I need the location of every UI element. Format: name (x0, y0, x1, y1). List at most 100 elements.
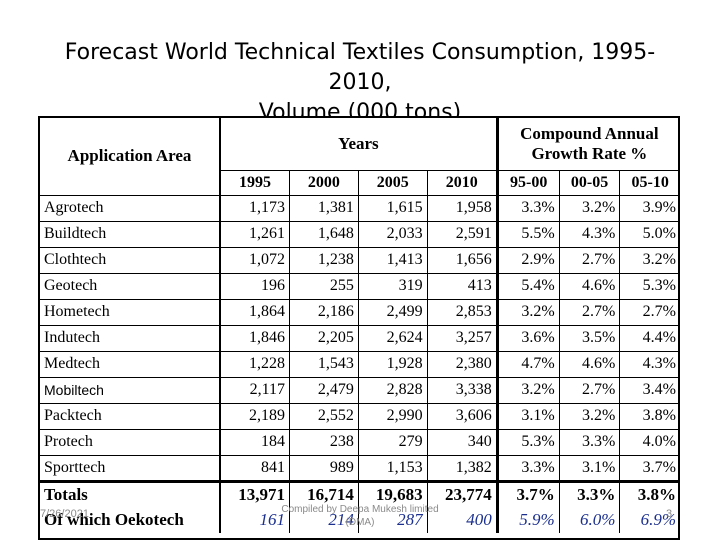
growth-rate-cell: 2.7% (558, 298, 620, 325)
table-row: Buildtech 1,261 1,648 2,033 2,591 5.5% 4.3% 5.0… (40, 220, 678, 247)
growth-rate-cell: 5.5% (495, 220, 560, 247)
volume-cell: 2,380 (426, 350, 498, 377)
growth-rate-cell: 3.9% (619, 194, 678, 221)
growth-rate-cell: 3.3% (495, 454, 560, 481)
table-row: Medtech 1,228 1,543 1,928 2,380 4.7% 4.6% 4.3% (40, 350, 678, 377)
table-row: Indutech 1,846 2,205 2,624 3,257 3.6% 3.5% 4.4% (40, 324, 678, 351)
volume-cell: 989 (288, 454, 359, 481)
growth-rate-cell: 3.8% (619, 479, 678, 507)
volume-cell: 2,552 (288, 402, 359, 429)
table-row: Sporttech 841 989 1,153 1,382 3.3% 3.1% 3.7% (40, 454, 678, 481)
header-cagr-line-1: Compound Annual (520, 123, 659, 143)
volume-cell: 2,189 (220, 402, 290, 429)
volume-cell: 1,173 (220, 194, 290, 221)
growth-rate-cell: 3.7% (495, 479, 560, 507)
volume-cell: 2,479 (288, 376, 359, 403)
volume-cell: 2,033 (357, 220, 428, 247)
volume-cell: 2,990 (357, 402, 428, 429)
volume-cell: 2,205 (288, 324, 359, 351)
rate-column-header: 05-10 (619, 169, 678, 195)
growth-rate-cell: 4.4% (619, 324, 678, 351)
volume-cell: 413 (426, 272, 498, 299)
growth-rate-cell: 5.0% (619, 220, 678, 247)
volume-cell: 1,543 (288, 350, 359, 377)
growth-rate-cell: 3.2% (558, 402, 620, 429)
volume-cell: 2,591 (426, 220, 498, 247)
table-grid: Application Area Years Compound Annual G… (40, 118, 678, 533)
footer-source-line-1: Compiled by Deepa Mukesh limited (281, 504, 439, 515)
year-column-header: 2000 (288, 169, 359, 195)
header-row-top: Application Area Years Compound Annual G… (40, 118, 678, 195)
volume-cell: 13,971 (220, 479, 290, 507)
oekotech-row: Of which Oekotech 161 214 287 400 5.9% 6.0% 6.9… (40, 507, 678, 533)
application-area-cell: Geotech (40, 272, 221, 299)
growth-rate-cell: 3.2% (558, 194, 620, 221)
growth-rate-cell: 3.5% (558, 324, 620, 351)
growth-rate-cell: 4.3% (558, 220, 620, 247)
table-row: Geotech 196 255 319 413 5.4% 4.6% 5.3% (40, 272, 678, 299)
table-row: Agrotech 1,173 1,381 1,615 1,958 3.3% 3.2% 3.9% (40, 194, 678, 221)
volume-cell: 3,257 (426, 324, 498, 351)
volume-cell: 3,606 (426, 402, 498, 429)
growth-rate-cell: 3.6% (495, 324, 560, 351)
footer-page-number: 3 (666, 508, 673, 520)
table-row: Hometech 1,864 2,186 2,499 2,853 3.2% 2.7% 2.7% (40, 298, 678, 325)
growth-rate-cell: 3.3% (558, 428, 620, 455)
volume-cell: 184 (220, 428, 290, 455)
volume-cell: 2,186 (288, 298, 359, 325)
header-row-columns: 1995 2000 2005 2010 95-00 00-05 05-10 (40, 169, 678, 195)
application-area-cell: Of which Oekotech (40, 507, 221, 533)
footer-source: Compiled by Deepa Mukesh limited (DMA) (232, 503, 488, 529)
growth-rate-cell: 3.8% (619, 402, 678, 429)
year-column-header: 2010 (426, 169, 499, 195)
volume-cell: 238 (288, 428, 359, 455)
header-application-area: Application Area (40, 118, 221, 195)
application-area-cell: Medtech (40, 350, 221, 377)
application-area-cell: Agrotech (40, 194, 221, 221)
volume-cell: 1,382 (426, 454, 498, 481)
volume-cell: 1,381 (288, 194, 359, 221)
growth-rate-cell: 2.9% (495, 246, 560, 273)
volume-cell: 1,072 (220, 246, 290, 273)
footer-source-line-2: (DMA) (345, 517, 375, 528)
volume-cell: 255 (288, 272, 359, 299)
rate-column-header: 95-00 (495, 169, 560, 195)
volume-cell: 1,648 (288, 220, 359, 247)
header-cagr-line-2: Growth Rate % (531, 143, 648, 163)
volume-cell: 1,928 (357, 350, 428, 377)
application-area-cell: Hometech (40, 298, 221, 325)
growth-rate-cell: 5.3% (495, 428, 560, 455)
growth-rate-cell: 6.0% (558, 507, 620, 533)
growth-rate-cell: 5.4% (495, 272, 560, 299)
application-area-cell: Clothtech (40, 246, 221, 273)
growth-rate-cell: 3.3% (558, 479, 620, 507)
totals-row: Totals 13,971 16,714 19,683 23,774 3.7% 3.3% 3.… (40, 479, 678, 507)
growth-rate-cell: 6.9% (619, 507, 678, 533)
volume-cell: 1,846 (220, 324, 290, 351)
growth-rate-cell: 4.6% (558, 272, 620, 299)
year-column-header: 1995 (220, 169, 290, 195)
growth-rate-cell: 3.2% (495, 298, 560, 325)
volume-cell: 279 (357, 428, 428, 455)
application-area-cell: Indutech (40, 324, 221, 351)
growth-rate-cell: 5.9% (495, 507, 560, 533)
volume-cell: 841 (220, 454, 290, 481)
table-row: Clothtech 1,072 1,238 1,413 1,656 2.9% 2.7% 3.2… (40, 246, 678, 273)
growth-rate-cell: 3.3% (495, 194, 560, 221)
growth-rate-cell: 3.1% (495, 402, 560, 429)
volume-cell: 2,853 (426, 298, 498, 325)
volume-cell: 319 (357, 272, 428, 299)
table-body: Agrotech 1,173 1,381 1,615 1,958 3.3% 3.2% 3.9%… (40, 194, 678, 533)
growth-rate-cell: 3.2% (495, 376, 560, 403)
growth-rate-cell: 2.7% (558, 376, 620, 403)
volume-cell: 3,338 (426, 376, 498, 403)
volume-cell: 2,624 (357, 324, 428, 351)
application-area-cell: Mobiltech (40, 376, 221, 403)
volume-cell: 196 (220, 272, 290, 299)
volume-cell: 2,828 (357, 376, 428, 403)
application-area-cell: Buildtech (40, 220, 221, 247)
slide-title-line-1: Forecast World Technical Textiles Consum… (64, 40, 656, 95)
header-cagr: Compound Annual Growth Rate % (497, 118, 678, 170)
volume-cell: 1,228 (220, 350, 290, 377)
volume-cell: 1,864 (220, 298, 290, 325)
